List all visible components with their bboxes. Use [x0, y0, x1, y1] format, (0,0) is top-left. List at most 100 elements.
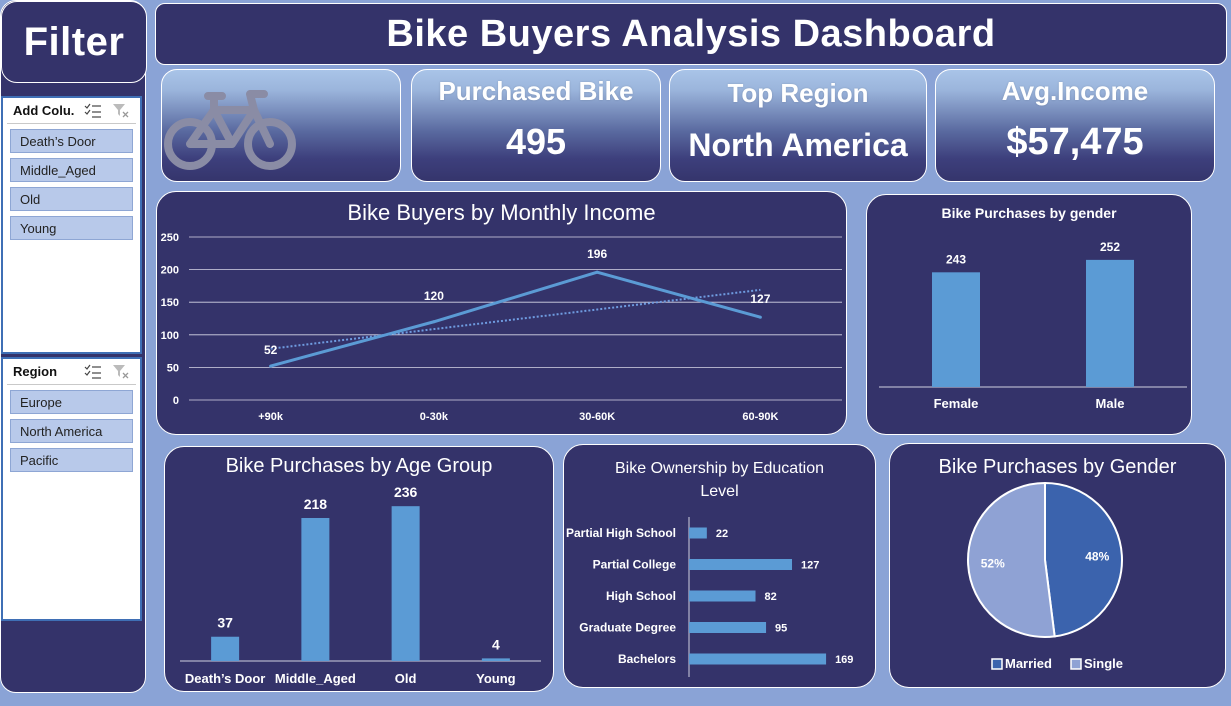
education-bar-chart: Partial High School 22 Partial College 127 H…: [566, 517, 853, 677]
filter-title-box: Filter: [1, 1, 147, 83]
y-tick-label: Bachelors: [618, 652, 676, 666]
data-label: 4: [492, 636, 500, 652]
bar: [1086, 259, 1134, 387]
data-label: 236: [394, 484, 418, 500]
slicer-item[interactable]: Death’s Door: [10, 129, 133, 153]
age-chart-title: Bike Purchases by Age Group: [225, 455, 493, 477]
bar: [689, 590, 756, 602]
data-point: [758, 315, 762, 319]
legend-swatch: [1070, 658, 1082, 670]
y-tick-label: Partial High School: [566, 526, 676, 540]
data-label: 120: [424, 289, 444, 303]
clear-filter-icon[interactable]: [112, 103, 130, 119]
y-tick-label: Graduate Degree: [579, 621, 676, 635]
x-tick-label: Middle_Aged: [275, 671, 356, 686]
filter-title: Filter: [23, 19, 125, 64]
gender-chart-title: Bike Purchases by gender: [941, 205, 1117, 221]
slicer-item[interactable]: North America: [10, 419, 133, 443]
slicer-item[interactable]: Middle_Aged: [10, 158, 133, 182]
income-series-line: [270, 270, 761, 368]
bar: [689, 559, 793, 570]
kpi-income-label: Avg.Income: [1001, 76, 1149, 106]
bar: [391, 506, 420, 661]
y-tick-label: Partial College: [593, 558, 677, 572]
multi-select-icon[interactable]: [84, 103, 102, 119]
data-label: 82: [765, 591, 777, 603]
kpi-avg-income-card: Avg.Income $57,475: [935, 69, 1215, 182]
legend-label: Single: [1084, 656, 1123, 671]
clear-filter-icon[interactable]: [112, 364, 130, 380]
dashboard-header: Bike Buyers Analysis Dashboard: [155, 3, 1227, 65]
kpi-income-value: $57,475: [1006, 121, 1144, 163]
y-tick-label: 50: [167, 362, 179, 374]
y-tick-label: 100: [161, 330, 179, 342]
bar: [689, 527, 707, 539]
data-label: 252: [1100, 240, 1120, 254]
age-group-slicer: Add Colu... Death’s Door Middle_Aged Old Yo…: [1, 96, 142, 354]
x-tick-label: Old: [395, 671, 417, 686]
region-slicer: Region Europe North America Pacific: [1, 357, 142, 621]
x-tick-label: Death’s Door: [185, 671, 265, 686]
gender-chart-panel: Bike Purchases by gender 243 Female 252 Mal…: [866, 194, 1192, 435]
data-label: 52: [264, 343, 278, 357]
bar: [211, 636, 240, 661]
pie-chart-title: Bike Purchases by Gender: [938, 456, 1177, 478]
y-tick-label: High School: [606, 589, 676, 603]
filter-sidebar: Filter Add Colu... Death’s Door Middle_Ag…: [0, 0, 147, 693]
data-label: 243: [946, 252, 966, 266]
data-label: 127: [801, 560, 819, 572]
kpi-purchased-label: Purchased Bike: [438, 76, 634, 106]
y-tick-label: 0: [173, 395, 179, 407]
data-label: 218: [304, 496, 328, 512]
income-chart-title: Bike Buyers by Monthly Income: [347, 200, 656, 225]
age-chart-panel: Bike Purchases by Age Group 37 Death’s Do…: [164, 446, 554, 692]
kpi-region-label: Top Region: [727, 78, 869, 108]
kpi-top-region-card: Top Region North America: [669, 69, 927, 182]
dashboard-title: Bike Buyers Analysis Dashboard: [386, 12, 996, 55]
data-label: 37: [217, 615, 233, 631]
x-tick-label: 60-90K: [742, 411, 778, 423]
data-label: 127: [750, 292, 770, 306]
bar: [689, 622, 767, 633]
x-tick-label: +90k: [258, 411, 284, 423]
y-tick-label: 150: [161, 297, 179, 309]
y-tick-label: 200: [161, 265, 179, 277]
data-point: [269, 364, 273, 368]
region-slicer-header: Region: [7, 359, 136, 385]
marital-pie-chart: 48% 52% Married Single: [967, 481, 1123, 671]
x-tick-label: 0-30k: [420, 411, 449, 423]
kpi-purchased-card: Purchased Bike 495: [411, 69, 661, 182]
kpi-region-value: North America: [688, 127, 908, 163]
bar: [481, 658, 510, 661]
bar: [689, 653, 827, 665]
bicycle-icon: [164, 90, 296, 170]
data-point: [432, 320, 436, 324]
income-chart-panel: Bike Buyers by Monthly Income 0 50 100 150 2…: [156, 191, 847, 435]
trendline: [270, 288, 761, 350]
slicer-item[interactable]: Europe: [10, 390, 133, 414]
bar: [301, 517, 330, 661]
multi-select-icon[interactable]: [84, 364, 102, 380]
bar: [932, 272, 980, 387]
x-tick-label: 30-60K: [579, 411, 615, 423]
pie-label: 48%: [1085, 550, 1109, 564]
pie-slice: [967, 481, 1056, 638]
region-slicer-title: Region: [13, 364, 58, 379]
slicer-item[interactable]: Old: [10, 187, 133, 211]
pie-label: 52%: [981, 556, 1005, 570]
x-tick-label: Female: [934, 396, 979, 411]
slicer-item[interactable]: Young: [10, 216, 133, 240]
x-tick-label: Young: [476, 671, 516, 686]
age-slicer-header: Add Colu...: [7, 98, 136, 124]
data-label: 169: [835, 654, 853, 666]
pie-slice: [1044, 481, 1123, 638]
data-label: 22: [716, 528, 728, 540]
data-label: 95: [775, 623, 787, 635]
slicer-item[interactable]: Pacific: [10, 448, 133, 472]
x-tick-label: Male: [1096, 396, 1125, 411]
data-point: [595, 270, 599, 274]
kpi-purchased-value: 495: [505, 121, 567, 162]
education-chart-title: Bike Ownership by Education Level: [615, 460, 824, 500]
y-tick-label: 250: [161, 232, 179, 244]
age-bar-chart: 37 Death’s Door 218 Middle_Aged 236 Old 4 Young: [180, 484, 541, 686]
